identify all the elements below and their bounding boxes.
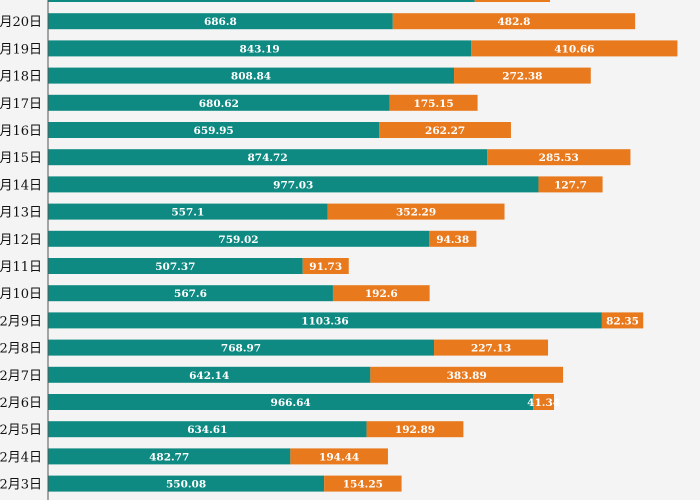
data-label: 482.77 [149,451,189,463]
data-label: 659.95 [194,125,234,137]
data-label: 192.6 [365,288,398,300]
data-label: 874.72 [247,152,287,164]
bar-series-1 [48,258,303,274]
category-label: 2月13日 [0,206,42,221]
category-label: 2月5日 [0,423,42,438]
bar-series-2 [474,0,550,2]
bar-series-1 [48,421,367,438]
category-label: 2月3日 [0,478,42,493]
data-label: 768.97 [221,343,261,355]
bar-series-1 [48,339,435,356]
category-label: 2月17日 [0,97,42,112]
data-label: 91.73 [309,261,342,273]
bar-series-2 [487,149,631,166]
bar-series-2 [392,13,636,30]
bar-series-2 [471,40,678,57]
data-label: 567.6 [174,288,207,300]
category-label: 2月8日 [0,342,42,357]
data-label: 550.08 [166,479,206,491]
bar-series-2 [290,448,388,465]
data-label: 227.13 [471,343,511,355]
data-label: 686.8 [204,16,237,28]
category-label: 2月12日 [0,233,42,248]
bar-series-1 [48,13,393,30]
category-label: 2月18日 [0,70,42,85]
bar-series-1 [48,67,455,84]
data-label: 154.25 [343,479,383,491]
bar-series-1 [48,366,371,383]
category-label: 2月11日 [0,260,42,275]
data-label: 1103.36 [301,315,349,327]
bars-group: 686.8 482.8 843.19 410.66 808.84 272.38 680.62… [48,0,678,492]
bar-series-1 [48,40,472,57]
data-label: 285.53 [539,152,579,164]
bar-series-1 [48,149,488,166]
bar-series-1 [48,312,602,329]
bar-series-2 [324,475,402,492]
bar-series-1 [48,394,534,410]
bar-series-2 [434,339,549,356]
data-label: 41.34 [527,397,560,409]
bar-series-2 [366,421,464,438]
category-label: 2月19日 [0,42,42,57]
data-label: 82.35 [606,315,639,327]
data-label: 680.62 [199,98,239,110]
data-label: 383.89 [447,370,487,382]
data-label: 194.44 [319,451,359,463]
bar-series-2 [327,203,505,220]
bar-series-1 [48,203,328,220]
data-label: 192.89 [395,424,435,436]
data-label: 642.14 [189,370,229,382]
bar-series-2 [302,258,349,274]
bar-series-1 [48,285,333,302]
data-label: 843.19 [240,43,280,55]
data-label: 966.64 [271,397,311,409]
category-label: 2月6日 [0,396,42,411]
category-label: 2月16日 [0,124,42,139]
data-label: 808.84 [231,71,271,83]
bar-series-2 [379,122,511,138]
data-label: 352.29 [396,207,436,219]
bar-series-1 [48,122,380,138]
data-label: 94.38 [436,234,469,246]
data-label: 272.38 [502,71,542,83]
data-label: 482.8 [498,16,531,28]
category-label: 2月9日 [0,314,42,329]
category-labels: 2月21日 2月20日 2月19日 2月18日 2月17日 2月16日 2月15日 2月14日… [0,0,42,493]
bar-series-1 [48,94,390,111]
bar-series-2 [429,230,477,247]
data-label: 977.03 [273,179,313,191]
bar-series-2 [538,176,603,193]
data-label: 634.61 [187,424,227,436]
category-label: 2月10日 [0,287,42,302]
bar-series-2 [370,366,564,383]
data-label: 557.1 [171,207,204,219]
category-label: 2月14日 [0,178,42,193]
category-label: 2月4日 [0,450,42,465]
category-label: 2月7日 [0,369,42,384]
data-label: 175.15 [414,98,454,110]
bar-series-1 [48,448,291,465]
bar-series-1 [48,176,539,193]
data-label: 127.7 [554,179,587,191]
category-label: 2月15日 [0,151,42,166]
data-label: 410.66 [554,43,594,55]
data-label: 507.37 [155,261,195,273]
data-label: 759.02 [218,234,258,246]
category-label: 2月20日 [0,15,42,30]
bar-series-1 [48,0,475,2]
bar-series-1 [48,230,430,247]
bar-series-2 [389,94,478,111]
bar-series-2 [332,285,430,302]
bar-series-2 [454,67,591,84]
bar-series-1 [48,475,325,492]
data-label: 262.27 [425,125,465,137]
bar-series-2 [601,312,644,329]
category-label: 2月21日 [0,0,42,3]
bar-series-2 [533,394,555,410]
